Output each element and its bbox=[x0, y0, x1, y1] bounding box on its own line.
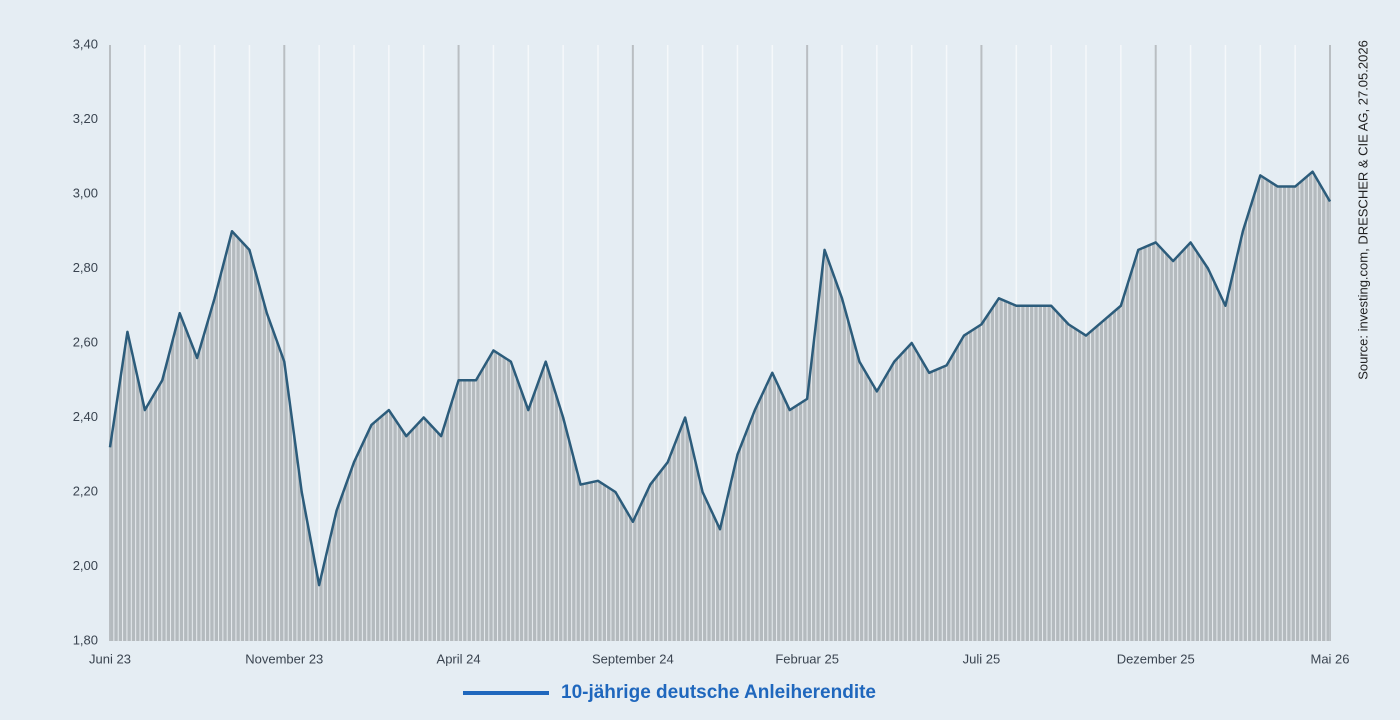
y-tick-label: 2,40 bbox=[73, 409, 98, 424]
y-tick-label: 3,00 bbox=[73, 185, 98, 200]
x-tick-label: November 23 bbox=[245, 651, 323, 666]
x-tick-label: Februar 25 bbox=[775, 651, 839, 666]
x-tick-label: September 24 bbox=[592, 651, 674, 666]
y-tick-label: 3,20 bbox=[73, 111, 98, 126]
x-tick-label: Juni 23 bbox=[89, 651, 131, 666]
y-tick-label: 2,20 bbox=[73, 483, 98, 498]
source: Source: investing.com, DRESCHER & CIE AG… bbox=[1355, 40, 1370, 380]
area-stripes bbox=[110, 171, 1330, 641]
x-tick-label: April 24 bbox=[437, 651, 481, 666]
y-tick-label: 2,60 bbox=[73, 334, 98, 349]
legend-label: 10-jährige deutsche Anleiherendite bbox=[561, 682, 876, 703]
x-tick-label: Mai 26 bbox=[1310, 651, 1349, 666]
x-tick-label: Dezember 25 bbox=[1117, 651, 1195, 666]
y-tick-label: 2,80 bbox=[73, 260, 98, 275]
line bbox=[108, 170, 1332, 587]
x-tick-label: Juli 25 bbox=[963, 651, 1001, 666]
y-tick-label: 3,40 bbox=[73, 36, 98, 51]
y-tick-label: 1,80 bbox=[73, 632, 98, 647]
y-tick-label: 2,00 bbox=[73, 558, 98, 573]
